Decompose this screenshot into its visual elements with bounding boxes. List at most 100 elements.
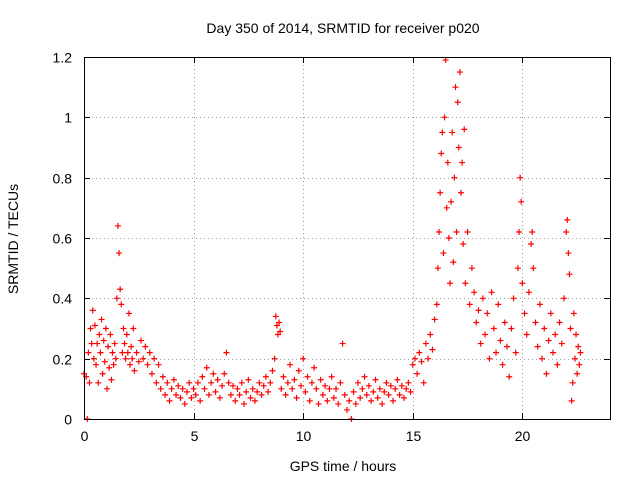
data-point — [506, 373, 513, 380]
data-point — [574, 370, 581, 377]
data-points — [81, 57, 584, 422]
data-point — [251, 397, 258, 404]
data-point — [164, 379, 171, 386]
data-point — [273, 322, 280, 329]
data-point — [372, 376, 379, 383]
data-point — [173, 391, 180, 398]
data-point — [422, 340, 429, 347]
data-point — [197, 397, 204, 404]
data-point — [199, 373, 206, 380]
data-point — [210, 370, 217, 377]
data-point — [516, 228, 523, 235]
data-point — [295, 367, 302, 374]
data-point — [118, 301, 125, 308]
data-point — [212, 388, 219, 395]
data-point — [324, 397, 331, 404]
data-point — [280, 373, 287, 380]
data-point — [503, 343, 510, 350]
data-point — [460, 241, 467, 248]
data-point — [249, 385, 256, 392]
data-point — [547, 310, 554, 317]
data-point — [121, 340, 128, 347]
data-point — [439, 129, 446, 136]
data-point — [87, 325, 94, 332]
data-point — [576, 361, 583, 368]
tick-labels: 0 5 10 15 20 0 0.2 0.4 0.6 0.8 1 1.2 — [53, 50, 531, 445]
x-axis-label: GPS time / hours — [290, 458, 397, 474]
data-point — [260, 382, 267, 389]
data-point — [566, 271, 573, 278]
data-point — [390, 397, 397, 404]
data-point — [192, 391, 199, 398]
data-point — [565, 250, 572, 257]
y-axis-label: SRMTID / TECUs — [5, 184, 21, 294]
data-point — [385, 391, 392, 398]
data-point — [534, 343, 541, 350]
data-point — [91, 322, 98, 329]
data-point — [479, 295, 486, 302]
data-point — [194, 379, 201, 386]
data-point — [129, 355, 136, 362]
data-point — [445, 235, 452, 241]
data-point — [214, 376, 221, 383]
data-point — [308, 379, 315, 386]
data-point — [153, 379, 160, 386]
data-point — [437, 189, 444, 196]
data-point — [468, 265, 475, 272]
data-point — [203, 364, 210, 371]
data-point — [106, 364, 113, 371]
data-point — [278, 385, 285, 392]
data-point — [352, 400, 359, 407]
data-point — [236, 391, 243, 398]
data-point — [208, 379, 215, 386]
data-point — [311, 364, 318, 371]
data-point — [109, 349, 116, 356]
data-point — [240, 400, 247, 407]
data-point — [454, 99, 461, 106]
data-point — [398, 382, 405, 389]
data-point — [116, 250, 123, 257]
data-point — [117, 286, 124, 293]
data-point — [455, 144, 462, 151]
data-point — [89, 307, 96, 314]
data-point — [459, 159, 466, 166]
data-point — [287, 361, 294, 368]
data-point — [510, 295, 517, 302]
data-point — [525, 289, 532, 296]
data-point — [482, 331, 489, 338]
data-point — [201, 385, 208, 392]
data-point — [181, 400, 188, 407]
data-point — [151, 355, 158, 362]
data-point — [258, 391, 265, 398]
data-point — [571, 355, 578, 362]
axis-ticks — [84, 57, 610, 420]
x-tick-label: 10 — [296, 428, 312, 444]
data-point — [276, 319, 283, 326]
data-point — [170, 376, 177, 383]
data-point — [219, 382, 226, 389]
data-point — [528, 241, 535, 248]
plot-frame — [84, 57, 611, 420]
data-point — [274, 331, 281, 338]
data-point — [124, 349, 131, 356]
data-point — [387, 382, 394, 389]
data-point — [269, 367, 276, 374]
data-point — [326, 385, 333, 392]
data-point — [111, 340, 118, 347]
data-point — [443, 204, 450, 211]
data-point — [330, 394, 337, 401]
data-point — [102, 325, 109, 332]
data-point — [133, 349, 140, 356]
data-point — [122, 355, 129, 362]
chart-title: Day 350 of 2014, SRMTID for receiver p02… — [206, 20, 479, 36]
data-point — [425, 355, 432, 362]
data-point — [112, 355, 119, 362]
data-point — [131, 367, 138, 374]
data-point — [418, 358, 425, 365]
data-point — [567, 325, 574, 332]
data-point — [447, 280, 454, 287]
data-point — [146, 349, 153, 356]
data-point — [96, 331, 103, 338]
data-point — [293, 394, 300, 401]
data-point — [186, 379, 193, 386]
